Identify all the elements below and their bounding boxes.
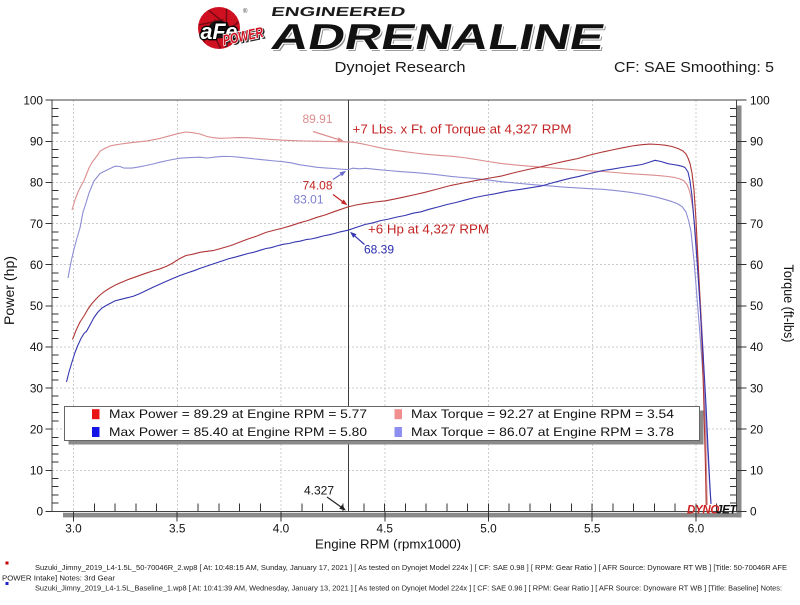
svg-text:Max Torque = 86.07 at Engine R: Max Torque = 86.07 at Engine RPM = 3.78	[411, 425, 675, 439]
svg-text:0: 0	[36, 505, 43, 519]
svg-text:60: 60	[30, 258, 44, 272]
svg-text:68.39: 68.39	[364, 243, 394, 257]
svg-text:5.0: 5.0	[480, 522, 497, 536]
svg-text:CF: SAE Smoothing: 5: CF: SAE Smoothing: 5	[614, 60, 774, 76]
svg-text:POWER Intake] Notes: 3rd Gear: POWER Intake] Notes: 3rd Gear	[2, 574, 116, 583]
svg-text:4.327: 4.327	[304, 484, 334, 498]
svg-text:JET: JET	[716, 505, 737, 517]
svg-text:Max Power = 85.40 at Engine RP: Max Power = 85.40 at Engine RPM = 5.80	[109, 425, 368, 439]
svg-text:40: 40	[750, 340, 764, 354]
svg-text:ADRENALINE: ADRENALINE	[268, 16, 609, 57]
svg-text:Max Power = 89.29 at Engine RP: Max Power = 89.29 at Engine RPM = 5.77	[109, 407, 367, 421]
svg-text:4.0: 4.0	[273, 522, 290, 536]
svg-text:Suzuki_Jimny_2019_L4-1.5L_Base: Suzuki_Jimny_2019_L4-1.5L_Baseline_1.wp8…	[35, 584, 782, 593]
svg-text:89.91: 89.91	[302, 112, 332, 126]
svg-text:5.5: 5.5	[584, 522, 601, 536]
svg-text:100: 100	[750, 93, 770, 107]
svg-text:Power (hp): Power (hp)	[2, 256, 17, 325]
svg-text:3.0: 3.0	[65, 522, 82, 536]
svg-text:+6 Hp at 4,327 RPM: +6 Hp at 4,327 RPM	[368, 222, 489, 237]
svg-text:90: 90	[750, 135, 764, 149]
svg-text:Dynojet Research: Dynojet Research	[335, 60, 466, 76]
svg-text:Max Torque = 92.27 at Engine R: Max Torque = 92.27 at Engine RPM = 3.54	[411, 407, 675, 421]
svg-text:4.5: 4.5	[377, 522, 394, 536]
svg-text:10: 10	[30, 464, 44, 478]
svg-text:83.01: 83.01	[293, 193, 323, 207]
svg-text:80: 80	[30, 176, 44, 190]
svg-text:Engine RPM (rpmx1000): Engine RPM (rpmx1000)	[315, 537, 461, 552]
svg-text:20: 20	[750, 422, 764, 436]
svg-text:40: 40	[30, 340, 44, 354]
svg-text:Torque (ft-lbs): Torque (ft-lbs)	[781, 265, 796, 343]
svg-text:DYNO: DYNO	[687, 505, 719, 517]
svg-text:30: 30	[30, 381, 44, 395]
svg-text:3.5: 3.5	[169, 522, 186, 536]
svg-text:®: ®	[243, 8, 248, 15]
svg-text:100: 100	[23, 93, 43, 107]
svg-text:30: 30	[750, 381, 764, 395]
svg-text:70: 70	[30, 217, 44, 231]
svg-text:74.08: 74.08	[302, 179, 332, 193]
svg-text:20: 20	[30, 422, 44, 436]
svg-text:6.0: 6.0	[688, 522, 705, 536]
svg-text:50: 50	[30, 299, 44, 313]
svg-text:60: 60	[750, 258, 764, 272]
svg-text:90: 90	[30, 135, 44, 149]
svg-text:+7 Lbs. x Ft. of Torque at 4,3: +7 Lbs. x Ft. of Torque at 4,327 RPM	[353, 122, 572, 137]
svg-text:80: 80	[750, 176, 764, 190]
svg-text:Suzuki_Jimny_2019_L4-1.5L_50-7: Suzuki_Jimny_2019_L4-1.5L_50-70046R_2.wp…	[35, 563, 787, 572]
svg-text:10: 10	[750, 464, 764, 478]
svg-text:0: 0	[750, 505, 757, 519]
svg-text:70: 70	[750, 217, 764, 231]
svg-text:50: 50	[750, 299, 764, 313]
